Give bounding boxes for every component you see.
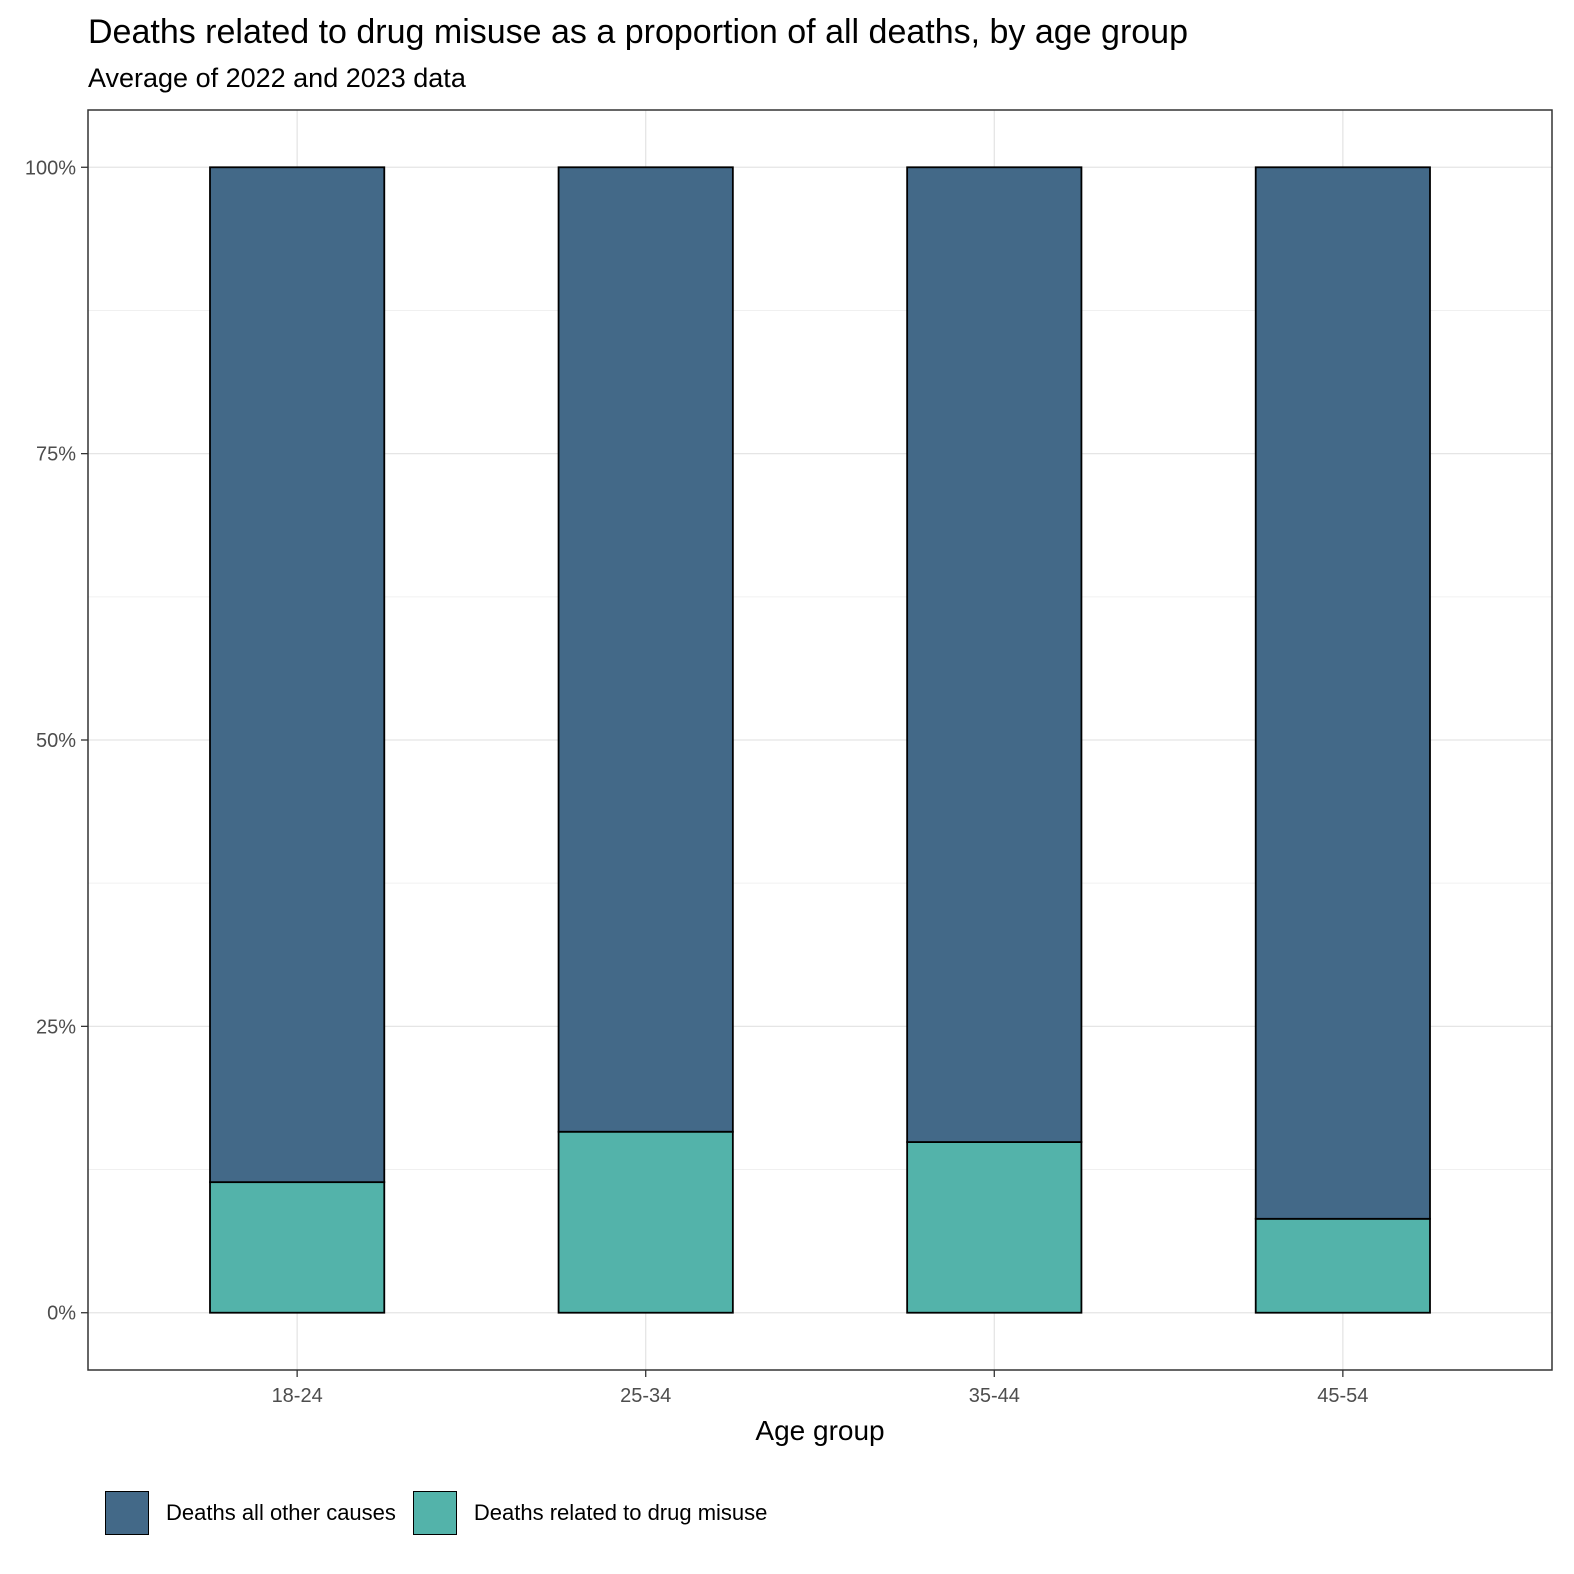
chart-title: Deaths related to drug misuse as a propo… [88,13,1189,51]
legend-label-drug-misuse: Deaths related to drug misuse [473,1500,768,1525]
x-axis-title: Age group [755,1415,884,1446]
x-tick-label: 45-54 [1317,1385,1368,1407]
bar-deaths-related-to-drug-misuse-45-54 [1254,1217,1431,1314]
legend-key-drug-misuse [412,1491,457,1535]
y-tick-label: 0% [47,1303,76,1325]
y-tick-label: 100% [25,157,76,179]
x-axis: 18-24 25-34 35-44 45-54 [272,1370,1368,1407]
bar-deaths-all-other-causes-25-34 [557,166,734,1133]
y-tick-label: 25% [36,1016,76,1038]
bar-deaths-all-other-causes-18-24 [209,166,386,1184]
legend: Deaths all other causes Deaths related t… [105,1490,784,1536]
x-tick-label: 35-44 [969,1385,1020,1407]
legend-key-other-causes [105,1491,149,1535]
y-tick-label: 75% [36,444,76,466]
bars-layer [209,166,1431,1314]
bar-deaths-related-to-drug-misuse-25-34 [557,1130,734,1314]
chart-subtitle: Average of 2022 and 2023 data [88,63,466,93]
y-axis: 0% 25% 50% 75% 100% [25,157,88,1325]
y-tick-label: 50% [36,730,76,752]
stacked-bar-chart: 0% 25% 50% 75% 100% 18-24 25-34 35-44 45-54 Age… [25,109,1553,1446]
bar-deaths-all-other-causes-35-44 [906,166,1083,1143]
bar-deaths-all-other-causes-45-54 [1254,166,1431,1220]
legend-label-other-causes: Deaths all other causes [166,1500,396,1525]
x-tick-label: 18-24 [272,1385,323,1407]
bar-deaths-related-to-drug-misuse-35-44 [906,1141,1083,1314]
bar-deaths-related-to-drug-misuse-18-24 [209,1181,386,1314]
x-tick-label: 25-34 [620,1385,671,1407]
legend-item-drug-misuse: Deaths related to drug misuse [412,1491,768,1535]
legend-item-other-causes: Deaths all other causes [105,1491,396,1535]
